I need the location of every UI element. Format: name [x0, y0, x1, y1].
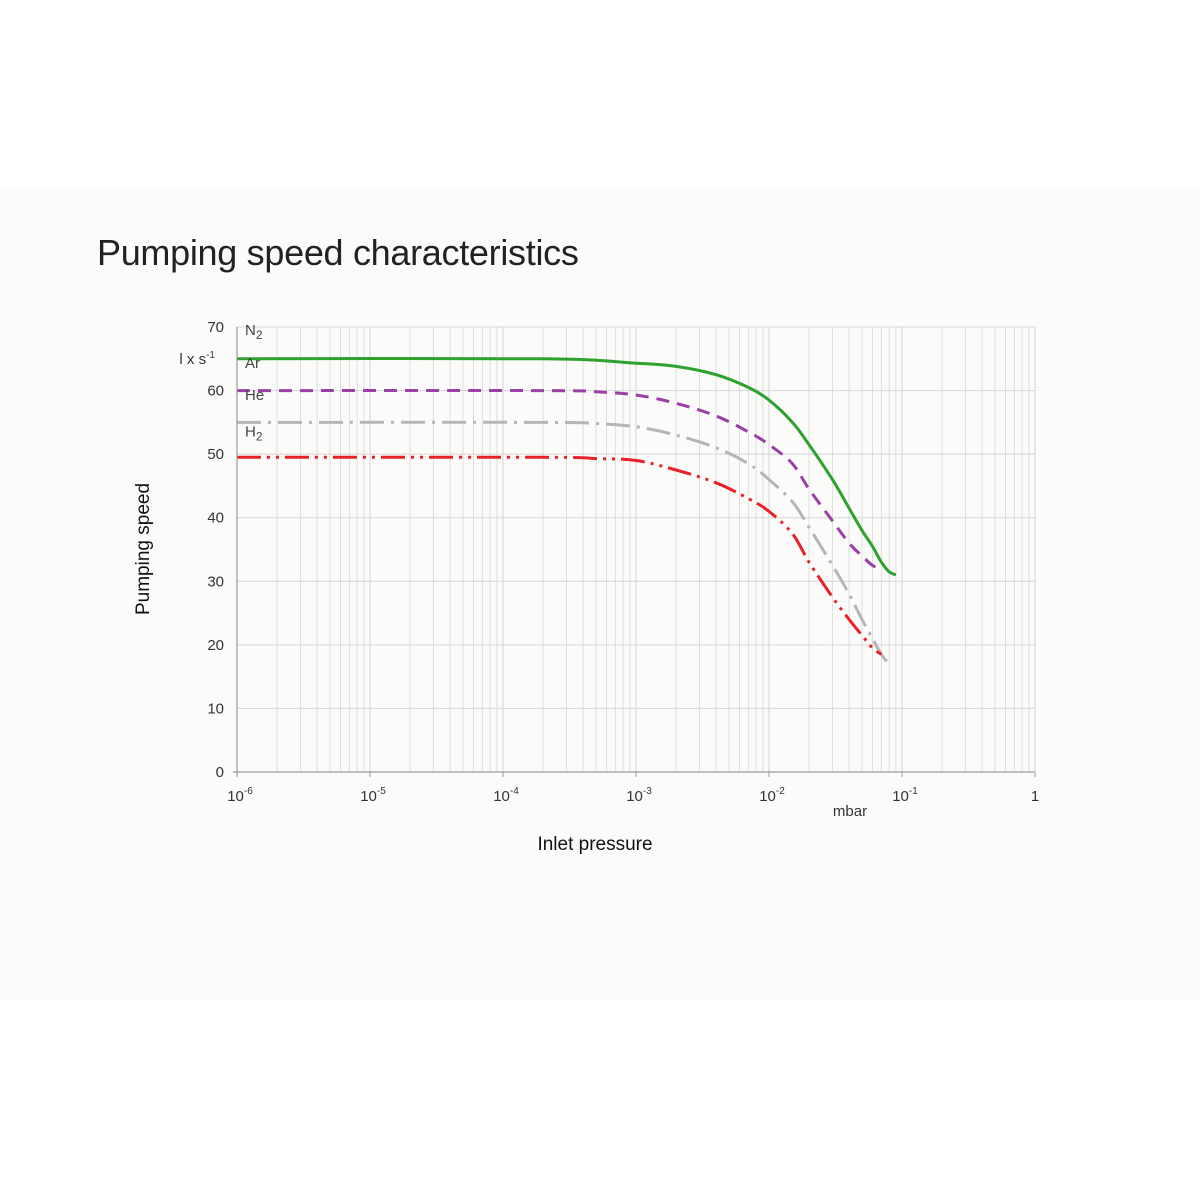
chart-title: Pumping speed characteristics	[97, 232, 579, 273]
y-tick-label: 40	[207, 510, 224, 527]
x-axis-title: Inlet pressure	[537, 834, 652, 855]
series-label-ar: Ar	[245, 355, 260, 372]
series-line-ar	[236, 389, 882, 571]
y-tick-label: 60	[207, 383, 224, 400]
y-tick-label: 20	[207, 637, 224, 654]
series-label-h2: H2	[245, 423, 263, 443]
y-axis-unit: l x s-1	[179, 350, 215, 368]
y-tick-label: 0	[216, 764, 224, 781]
x-tick-label: 10-4	[493, 786, 519, 805]
series-line-he	[236, 420, 891, 665]
x-tick-label: 10-2	[759, 786, 785, 805]
y-tick-label: 70	[207, 319, 224, 336]
x-tick-label: 10-5	[360, 786, 386, 805]
x-axis-unit: mbar	[833, 803, 867, 820]
grid-lines	[236, 326, 1036, 773]
x-tick-label: 10-6	[227, 786, 253, 805]
series-layer	[236, 356, 897, 665]
series-line-h2	[236, 455, 883, 656]
x-tick-label: 10-1	[892, 786, 918, 805]
series-label-he: He	[245, 387, 264, 404]
series-line-n2	[236, 356, 897, 577]
series-label-n2: N2	[245, 322, 263, 342]
y-tick-label: 10	[207, 700, 224, 717]
axes	[233, 327, 1036, 777]
y-tick-label: 30	[207, 573, 224, 590]
y-axis-title: Pumping speed	[133, 483, 154, 615]
x-tick-label: 1	[1031, 788, 1039, 805]
labels: Inlet pressure Pumping speed mbar 0 10 20 3…	[133, 319, 1039, 855]
y-tick-label: 50	[207, 446, 224, 463]
x-tick-label: 10-3	[626, 786, 652, 805]
chart-panel	[0, 190, 1200, 1000]
